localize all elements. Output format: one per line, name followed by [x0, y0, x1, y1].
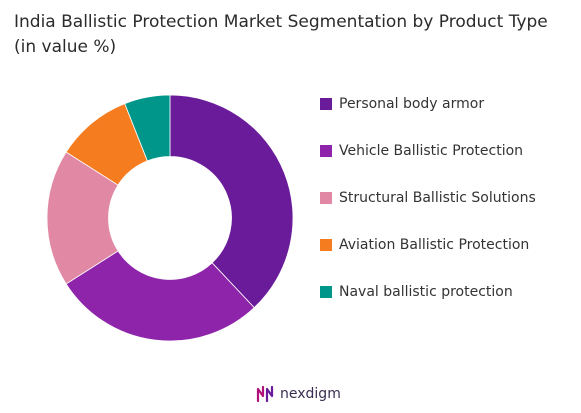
legend-item-3: Structural Ballistic Solutions	[320, 188, 536, 208]
legend-swatch	[320, 286, 332, 298]
legend-label: Naval ballistic protection	[339, 284, 513, 300]
donut-slice-3	[46, 151, 119, 285]
legend-item-2: Vehicle Ballistic Protection	[320, 141, 536, 161]
legend-swatch	[320, 145, 332, 157]
legend-swatch	[320, 192, 332, 204]
donut-slice-2	[65, 250, 255, 342]
legend-label: Vehicle Ballistic Protection	[339, 143, 524, 159]
legend-swatch	[320, 239, 332, 251]
donut-slice-1	[169, 94, 294, 309]
brand-name: nexdigm	[280, 386, 341, 402]
chart-legend: Personal body armor Vehicle Ballistic Pro…	[320, 94, 536, 329]
legend-label: Aviation Ballistic Protection	[339, 237, 530, 253]
chart-title: India Ballistic Protection Market Segmen…	[14, 12, 548, 57]
legend-item-1: Personal body armor	[320, 94, 536, 114]
nexdigm-logo-icon	[256, 385, 274, 403]
legend-label: Personal body armor	[339, 96, 485, 112]
brand-footer: nexdigm	[255, 384, 341, 404]
legend-label: Structural Ballistic Solutions	[339, 190, 536, 206]
legend-item-5: Naval ballistic protection	[320, 282, 536, 302]
legend-item-4: Aviation Ballistic Protection	[320, 235, 536, 255]
donut-slice-5	[124, 94, 171, 162]
legend-swatch	[320, 98, 332, 110]
